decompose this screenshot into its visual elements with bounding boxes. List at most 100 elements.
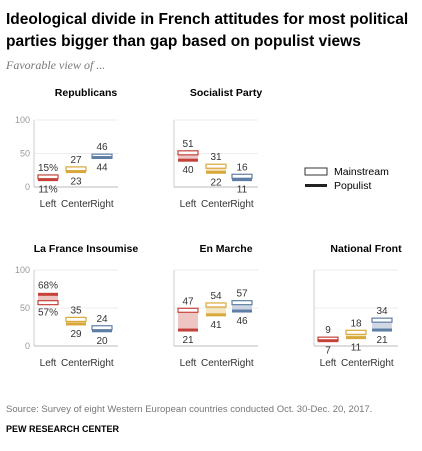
y-tick-label: 0	[25, 341, 30, 351]
value-label-upper-left: 47	[182, 296, 194, 307]
mainstream-mark-center	[205, 163, 227, 169]
y-tick-label: 100	[15, 115, 30, 125]
y-tick-label: 50	[20, 149, 30, 159]
chart-title-line-1: Ideological divide in French attitudes f…	[6, 11, 408, 28]
legend-mainstream-swatch	[304, 167, 328, 176]
value-label-upper-center: 27	[70, 155, 82, 166]
value-label-upper-left: 51	[182, 139, 194, 150]
category-label-center: Center	[341, 358, 372, 369]
value-label-lower-center: 23	[70, 177, 82, 188]
value-label-lower-right: 46	[236, 316, 248, 327]
range-box-center	[206, 304, 226, 315]
category-label-center: Center	[61, 199, 92, 210]
panel-2: Socialist Party 51 40 Left 31 22 Center 16 11 Rig…	[173, 87, 263, 210]
category-label-right: Right	[230, 199, 254, 210]
category-label-left: Left	[180, 358, 197, 369]
category-label-center: Center	[61, 358, 92, 369]
y-tick-label: 0	[25, 182, 30, 192]
value-label-lower-right: 44	[96, 163, 108, 174]
populist-mark-right	[92, 156, 112, 160]
populist-mark-left	[178, 158, 198, 162]
panel-title: Socialist Party	[190, 87, 263, 99]
value-label-lower-left: 11%	[38, 185, 57, 196]
mainstream-mark-left	[177, 307, 199, 313]
range-box-left	[178, 310, 198, 331]
populist-mark-left	[178, 328, 198, 332]
value-label-lower-center: 29	[70, 329, 82, 340]
value-label-upper-center: 54	[210, 291, 222, 302]
populist-mark-center	[346, 336, 366, 340]
legend: Mainstream Populist	[304, 166, 389, 192]
value-label-upper-right: 16	[236, 162, 248, 173]
credit-label: PEW RESEARCH CENTER	[6, 424, 120, 434]
value-label-upper-left: 9	[325, 325, 331, 336]
value-label-lower-right: 11	[237, 185, 248, 196]
populist-mark-center	[206, 313, 226, 317]
category-label-left: Left	[40, 199, 57, 210]
value-label-upper-right: 34	[376, 306, 388, 317]
mainstream-mark-right	[231, 300, 253, 306]
mainstream-mark-center	[205, 302, 227, 308]
range-box-right	[232, 302, 252, 312]
range-box-left	[178, 152, 198, 161]
category-label-right: Right	[230, 358, 254, 369]
legend-populist-swatch	[305, 184, 327, 187]
value-label-lower-center: 41	[210, 320, 222, 331]
populist-mark-right	[232, 178, 252, 182]
legend-populist-label: Populist	[334, 180, 371, 192]
value-label-upper-center: 18	[350, 318, 362, 329]
populist-mark-right	[372, 328, 392, 332]
mainstream-mark-center	[65, 316, 87, 322]
value-label-lower-center: 22	[210, 177, 222, 188]
populist-mark-center	[206, 170, 226, 174]
range-box-center	[346, 332, 366, 338]
value-label-upper-center: 35	[70, 305, 82, 316]
populist-mark-left	[38, 178, 58, 182]
value-label-lower-right: 21	[376, 335, 388, 346]
category-label-right: Right	[90, 199, 114, 210]
value-label-lower-left: 21	[182, 335, 194, 346]
populist-mark-right	[232, 309, 252, 313]
legend-mainstream-label: Mainstream	[334, 166, 389, 178]
category-label-left: Left	[180, 199, 197, 210]
panel-title: La France Insoumise	[34, 243, 139, 255]
mainstream-mark-left	[177, 150, 199, 156]
y-tick-label: 50	[20, 303, 30, 313]
range-box-right	[372, 320, 392, 331]
value-label-lower-left: 7	[325, 346, 331, 357]
value-label-lower-left: 57%	[38, 308, 58, 319]
panel-1: Republicans 0 50 100 15% 11% Left 27 23 Center 46 4…	[15, 87, 118, 210]
populist-mark-left	[318, 339, 338, 343]
value-label-upper-center: 31	[210, 152, 222, 163]
panel-title: En Marche	[199, 243, 252, 255]
value-label-upper-right: 57	[236, 289, 248, 300]
mainstream-mark-left	[37, 300, 59, 306]
category-label-center: Center	[201, 199, 232, 210]
populist-mark-center	[66, 322, 86, 326]
value-label-lower-center: 11	[351, 343, 362, 354]
value-label-upper-right: 24	[96, 314, 108, 325]
mainstream-mark-right	[231, 173, 253, 179]
mainstream-mark-right	[91, 325, 113, 331]
mainstream-mark-right	[371, 317, 393, 323]
panel-3: La France Insoumise 0 50 100 68% 57% Left 35 29 C…	[15, 243, 138, 369]
populist-mark-left	[38, 292, 58, 296]
category-label-right: Right	[370, 358, 394, 369]
y-tick-label: 100	[15, 265, 30, 275]
category-label-left: Left	[40, 358, 57, 369]
category-label-right: Right	[90, 358, 114, 369]
range-box-center	[206, 166, 226, 173]
panel-title: National Front	[330, 243, 402, 255]
populist-mark-center	[66, 170, 86, 174]
range-box-left	[38, 294, 58, 303]
panels-group: Republicans 0 50 100 15% 11% Left 27 23 Center 46 4…	[15, 87, 402, 369]
value-label-lower-right: 20	[96, 336, 108, 347]
category-label-center: Center	[201, 358, 232, 369]
category-label-left: Left	[320, 358, 337, 369]
value-label-upper-left: 15%	[38, 163, 58, 174]
populist-mark-right	[92, 329, 112, 333]
chart-title-line-2: parties bigger than gap based on populis…	[6, 33, 361, 50]
panel-4: En Marche 47 21 Left 54 41 Center 57 46 Right	[173, 243, 258, 369]
